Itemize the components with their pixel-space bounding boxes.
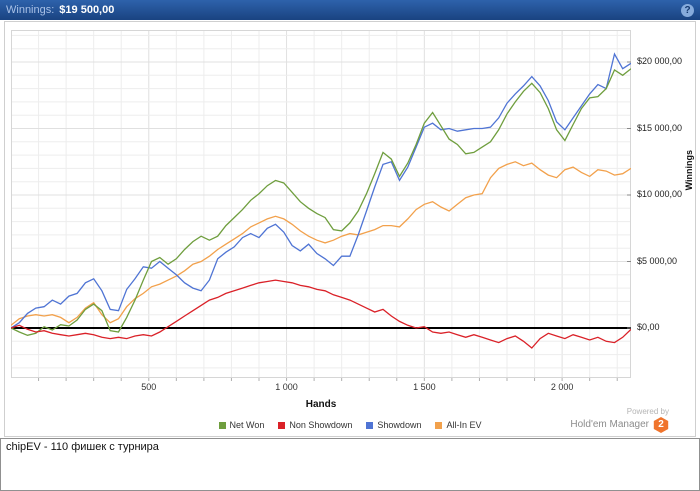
y-axis-label: $5 000,00 bbox=[637, 255, 678, 266]
x-axis-label: 500 bbox=[141, 382, 157, 392]
legend-item-net-won[interactable]: Net Won bbox=[218, 420, 265, 430]
winnings-label: Winnings: bbox=[6, 4, 55, 16]
chart-panel: $0,00 $5 000,00 $10 000,00 $15 000,00 $20 00… bbox=[4, 21, 696, 437]
legend-item-showdown[interactable]: Showdown bbox=[366, 420, 421, 430]
series-non-showdown bbox=[11, 279, 631, 349]
help-icon[interactable]: ? bbox=[681, 3, 694, 17]
winnings-value: $19 500,00 bbox=[59, 4, 115, 16]
legend-label: Net Won bbox=[229, 420, 265, 430]
series-net-won bbox=[11, 68, 631, 336]
winnings-chart bbox=[11, 30, 631, 381]
y-axis-label: $0,00 bbox=[637, 322, 660, 332]
hm2-logo-icon: 2 bbox=[653, 417, 669, 433]
legend-item-all-in-ev[interactable]: All-In EV bbox=[435, 420, 481, 430]
series-all-in-ev bbox=[11, 161, 631, 326]
powered-by-block: Powered by Hold'em Manager 2 bbox=[570, 407, 669, 433]
notes-input[interactable]: chipEV - 110 фишек с турнира bbox=[0, 438, 700, 491]
legend-label: Non Showdown bbox=[289, 420, 353, 430]
y-axis-title: Winnings bbox=[684, 150, 694, 191]
y-axis-label: $10 000,00 bbox=[637, 189, 683, 199]
y-axis-label: $15 000,00 bbox=[637, 122, 683, 133]
chart-legend: Net Won Non Showdown Showdown All-In EV bbox=[5, 420, 695, 430]
x-axis-label: 1 500 bbox=[413, 382, 436, 392]
series-showdown bbox=[11, 52, 631, 329]
powered-by-text: Powered by bbox=[626, 407, 669, 416]
legend-label: Showdown bbox=[377, 420, 422, 430]
title-bar: Winnings: $19 500,00 ? bbox=[0, 0, 700, 20]
y-axis-label: $20 000,00 bbox=[637, 56, 683, 66]
legend-item-non-showdown[interactable]: Non Showdown bbox=[278, 420, 352, 430]
legend-swatch-icon bbox=[435, 421, 443, 429]
brand-text: Hold'em Manager bbox=[570, 418, 649, 430]
legend-swatch-icon bbox=[366, 421, 374, 429]
legend-swatch-icon bbox=[218, 421, 226, 429]
legend-label: All-In EV bbox=[446, 420, 482, 430]
x-axis-title: Hands bbox=[305, 399, 337, 410]
x-axis-label: 1 000 bbox=[275, 382, 298, 392]
plot-border bbox=[11, 30, 631, 378]
legend-swatch-icon bbox=[278, 421, 286, 429]
x-axis-label: 2 000 bbox=[550, 382, 574, 392]
